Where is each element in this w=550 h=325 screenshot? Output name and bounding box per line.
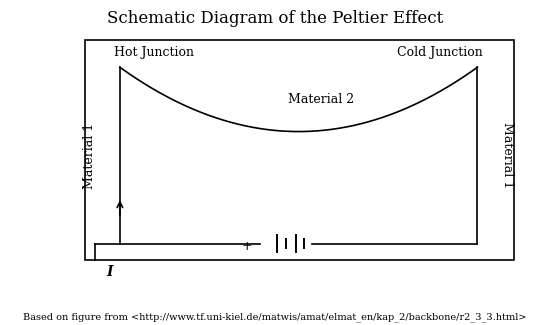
Text: I: I [106,265,113,279]
Text: Based on figure from <http://www.tf.uni-kiel.de/matwis/amat/elmat_en/kap_2/backb: Based on figure from <http://www.tf.uni-… [23,312,527,322]
Text: Hot Junction: Hot Junction [114,46,194,59]
Text: Material 1: Material 1 [501,122,514,188]
Text: Material 2: Material 2 [288,93,354,106]
Text: Cold Junction: Cold Junction [397,46,483,59]
Text: Material 1: Material 1 [83,122,96,188]
Text: Schematic Diagram of the Peltier Effect: Schematic Diagram of the Peltier Effect [107,10,443,28]
Bar [85,40,514,260]
Text: +: + [241,240,252,253]
